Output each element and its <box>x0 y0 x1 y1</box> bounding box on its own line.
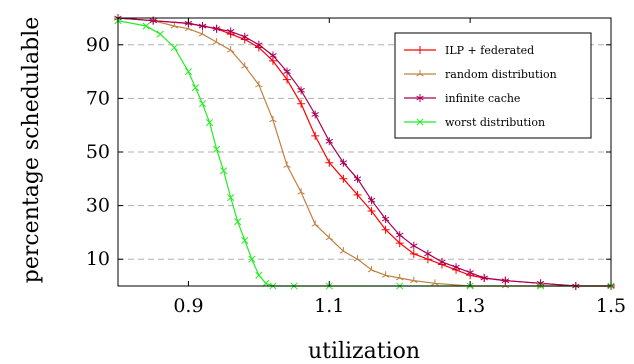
legend-entry: random distribution <box>404 68 557 81</box>
data-point <box>452 263 460 272</box>
data-point <box>142 22 150 30</box>
data-point <box>241 32 249 41</box>
data-point <box>367 196 376 205</box>
legend-entry: worst distribution <box>404 116 545 129</box>
data-point <box>311 220 319 227</box>
data-point <box>226 27 235 36</box>
data-point <box>220 167 228 175</box>
data-point <box>213 145 221 153</box>
series-line <box>117 17 611 287</box>
x-axis-label: utilization <box>308 339 420 364</box>
data-point <box>269 115 277 123</box>
data-point <box>212 24 221 33</box>
data-point <box>409 249 418 258</box>
x-tick-label: 1.1 <box>314 295 344 317</box>
data-point <box>381 225 390 234</box>
data-point <box>416 70 424 77</box>
data-point <box>255 40 263 49</box>
data-point <box>191 84 200 92</box>
data-point <box>241 62 249 69</box>
data-point <box>480 273 488 282</box>
data-point <box>325 158 334 167</box>
data-point <box>466 268 474 277</box>
data-point <box>424 249 432 258</box>
data-point <box>395 231 404 240</box>
data-point <box>395 273 404 281</box>
data-point <box>367 265 376 273</box>
legend-entry: infinite cache <box>404 92 520 105</box>
data-point <box>234 218 242 226</box>
data-point <box>381 271 390 278</box>
data-point <box>198 30 207 37</box>
data-point <box>170 43 178 52</box>
y-tick-label: 10 <box>86 248 110 270</box>
data-point <box>283 75 292 84</box>
data-point <box>283 161 291 168</box>
data-point <box>255 81 263 88</box>
data-point <box>367 206 376 215</box>
data-point <box>262 279 270 287</box>
data-point <box>339 158 348 167</box>
data-point <box>438 257 446 266</box>
data-point <box>212 38 221 45</box>
data-point <box>353 255 362 262</box>
data-point <box>297 99 306 108</box>
data-point <box>297 86 305 95</box>
data-point <box>416 94 424 102</box>
data-point <box>156 30 164 38</box>
axis-ticks: 10 30 50 70 90 0.9 1.1 1.3 1.5 <box>86 18 626 317</box>
x-tick-label: 1.3 <box>455 295 485 317</box>
data-point <box>353 190 362 199</box>
y-tick-label: 70 <box>86 87 110 109</box>
data-point <box>325 233 334 241</box>
legend-label: infinite cache <box>445 92 520 105</box>
series-line <box>117 17 611 287</box>
data-point <box>198 100 207 108</box>
data-point <box>325 137 334 146</box>
data-point <box>311 131 320 140</box>
data-point <box>255 271 263 279</box>
legend-label: random distribution <box>445 68 557 81</box>
series-random-distribution <box>114 14 615 289</box>
data-point <box>184 68 192 76</box>
x-tick-label: 1.5 <box>596 295 626 317</box>
data-point <box>395 239 404 248</box>
data-point <box>227 194 235 202</box>
data-point <box>501 276 510 285</box>
data-point <box>283 67 291 76</box>
data-point <box>339 174 348 183</box>
data-point <box>241 236 249 244</box>
data-point <box>353 174 362 183</box>
data-point <box>431 279 439 286</box>
data-point <box>410 241 418 250</box>
legend: ILP + federated random distribution infini… <box>394 32 592 139</box>
legend-label: worst distribution <box>445 116 545 129</box>
data-point <box>248 255 256 263</box>
data-point <box>339 247 348 254</box>
legend-label: ILP + federated <box>445 44 534 57</box>
data-point <box>311 110 319 119</box>
data-point <box>416 46 424 54</box>
y-tick-label: 50 <box>86 141 110 163</box>
x-tick-label: 0.9 <box>173 295 203 317</box>
data-point <box>381 215 390 223</box>
y-tick-label: 30 <box>86 195 110 217</box>
data-point <box>226 46 235 53</box>
legend-entry: ILP + federated <box>404 44 534 57</box>
data-point <box>416 118 424 126</box>
y-tick-label: 90 <box>86 34 110 56</box>
data-point <box>410 276 418 284</box>
data-point <box>269 51 277 60</box>
data-point <box>206 118 214 127</box>
data-point <box>198 22 207 31</box>
data-point <box>297 188 305 195</box>
y-axis-label: percentage schedulable <box>19 17 44 284</box>
